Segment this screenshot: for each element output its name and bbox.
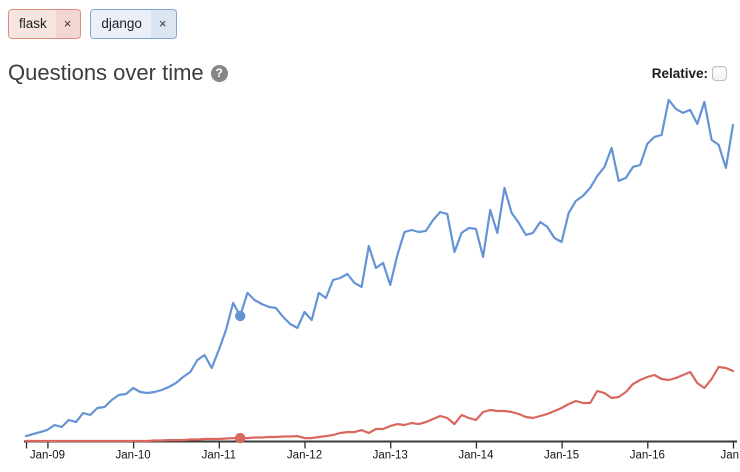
series-line-flask[interactable]	[24, 365, 735, 443]
relative-checkbox[interactable]	[712, 66, 727, 81]
x-axis-tick-label: Jan-11	[202, 450, 236, 462]
tag-chip-django[interactable]: django ×	[90, 9, 177, 39]
chart-header: Questions over time ?	[8, 60, 228, 86]
remove-tag-icon[interactable]: ×	[55, 10, 81, 38]
tag-chip-flask[interactable]: flask ×	[8, 9, 82, 39]
help-icon[interactable]: ?	[210, 64, 228, 82]
x-axis-tick-label: Jan-09	[30, 450, 65, 462]
x-axis-tick-label: Jan-10	[116, 450, 151, 462]
highlight-dot-django[interactable]	[235, 310, 246, 322]
relative-toggle-row: Relative:	[652, 66, 727, 81]
page-title: Questions over time	[8, 60, 204, 85]
x-axis-tick-label: Jan-13	[373, 450, 408, 462]
x-axis-tick-label: Jan-14	[458, 450, 494, 462]
series-line-django[interactable]	[24, 98, 735, 438]
tag-chip-label: django	[91, 10, 151, 38]
x-axis-tick-label: Jan	[720, 450, 739, 462]
x-axis-tick-label: Jan-15	[544, 450, 579, 462]
remove-tag-icon[interactable]: ×	[150, 10, 176, 38]
relative-label: Relative:	[651, 66, 708, 81]
highlight-dot-flask[interactable]	[235, 432, 246, 444]
x-axis-tick-label: Jan-12	[287, 450, 322, 462]
x-axis-tick-label: Jan-16	[630, 450, 665, 462]
tag-chip-label: flask	[9, 10, 56, 38]
tag-filter-row: flask × django ×	[8, 9, 177, 39]
